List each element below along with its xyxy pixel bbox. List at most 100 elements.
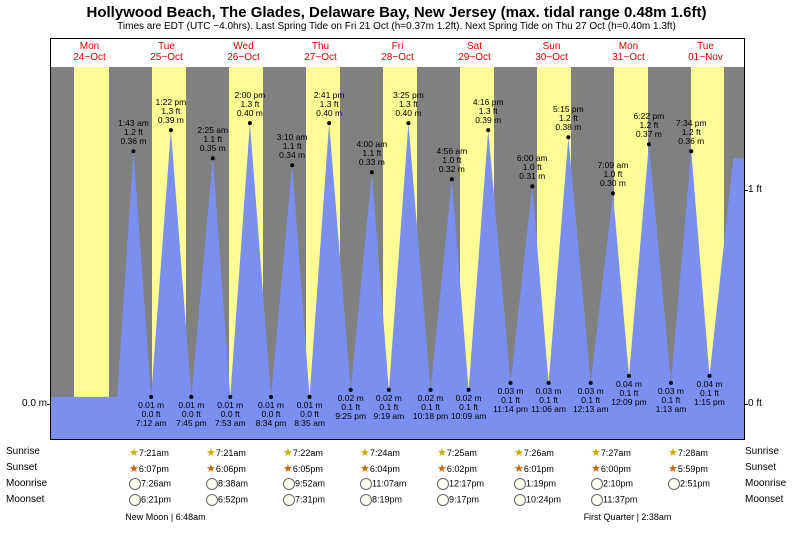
moonrise-label: 7:26am <box>141 478 171 488</box>
moonset-label: 9:17pm <box>449 494 479 504</box>
sunset-label: 6:06pm <box>216 464 246 474</box>
sunrise-label: 7:22am <box>293 448 323 458</box>
sunrise-time: ★7:24am <box>360 446 400 459</box>
low-tide-label: 0.01 m0.0 ft7:45 pm <box>171 401 211 428</box>
day-header: Fri28−Oct <box>359 41 436 63</box>
sunset-label: 6:01pm <box>524 464 554 474</box>
chart-title: Hollywood Beach, The Glades, Delaware Ba… <box>0 0 793 21</box>
moonset-time: 11:37pm <box>591 494 637 506</box>
row-label-right: Sunrise <box>745 446 793 457</box>
sunrise-time: ★7:21am <box>206 446 246 459</box>
y-axis-label-right: 1 ft <box>748 184 788 195</box>
high-tide-label: 5:15 pm1.2 ft0.38 m <box>548 105 588 132</box>
low-tide-label: 0.01 m0.0 ft7:53 am <box>210 401 250 428</box>
moonrise-time: 7:26am <box>129 478 171 490</box>
moonrise-time: 1:19pm <box>514 478 556 490</box>
sunrise-label: 7:24am <box>370 448 400 458</box>
moon-icon <box>129 494 141 506</box>
high-tide-label: 3:25 pm1.3 ft0.40 m <box>388 91 428 118</box>
sunset-icon: ★ <box>283 463 293 475</box>
sunset-icon: ★ <box>514 463 524 475</box>
low-tide-label: 0.03 m0.1 ft12:13 am <box>571 387 611 414</box>
moonrise-time: 12:17pm <box>437 478 484 490</box>
moon-icon <box>360 494 372 506</box>
high-tide-label: 4:56 am1.0 ft0.32 m <box>432 147 472 174</box>
row-label-right: Moonrise <box>745 478 793 489</box>
row-label-left: Sunrise <box>6 446 56 457</box>
low-tide-label: 0.02 m0.1 ft10:09 am <box>449 394 489 421</box>
chart-subtitle: Times are EDT (UTC −4.0hrs). Last Spring… <box>0 21 793 34</box>
low-tide-label: 0.01 m0.0 ft7:12 am <box>131 401 171 428</box>
sunset-label: 6:04pm <box>370 464 400 474</box>
high-tide-label: 2:25 am1.1 ft0.35 m <box>193 126 233 153</box>
moonset-label: 8:19pm <box>372 494 402 504</box>
low-tide-label: 0.01 m0.0 ft8:35 am <box>290 401 330 428</box>
moon-icon <box>206 494 218 506</box>
sunrise-icon: ★ <box>360 447 370 459</box>
moon-icon <box>206 478 218 490</box>
moonset-time: 8:19pm <box>360 494 402 506</box>
sunset-label: 6:02pm <box>447 464 477 474</box>
high-tide-label: 4:00 am1.1 ft0.33 m <box>352 140 392 167</box>
sunrise-time: ★7:21am <box>129 446 169 459</box>
low-tide-label: 0.02 m0.1 ft9:25 pm <box>331 394 371 421</box>
sunrise-icon: ★ <box>668 447 678 459</box>
sunset-time: ★6:00pm <box>591 462 631 475</box>
sunset-icon: ★ <box>591 463 601 475</box>
day-header: Wed26−Oct <box>205 41 282 63</box>
moonrise-label: 8:38am <box>218 478 248 488</box>
sun-moon-area: SunriseSunriseSunsetSunsetMoonriseMoonri… <box>0 440 793 539</box>
sunrise-label: 7:26am <box>524 448 554 458</box>
high-tide-label: 2:00 pm1.3 ft0.40 m <box>230 91 270 118</box>
moon-phase-label: New Moon | 6:48am <box>125 512 205 522</box>
moonset-label: 11:37pm <box>603 494 637 504</box>
sunset-time: ★6:06pm <box>206 462 246 475</box>
low-tide-label: 0.03 m0.1 ft11:14 pm <box>491 387 531 414</box>
sunrise-time: ★7:28am <box>668 446 708 459</box>
sunset-label: 6:00pm <box>601 464 631 474</box>
high-tide-label: 1:22 pm1.3 ft0.39 m <box>151 98 191 125</box>
sunset-label: 6:07pm <box>139 464 169 474</box>
y-axis-label-right: 0 ft <box>748 398 788 409</box>
day-header: Sun30−Oct <box>513 41 590 63</box>
row-label-right: Sunset <box>745 462 793 473</box>
y-axis-label-left: 0.0 m <box>7 398 47 409</box>
sunset-time: ★6:01pm <box>514 462 554 475</box>
moonrise-label: 2:51pm <box>680 478 710 488</box>
sunset-time: ★5:59pm <box>668 462 708 475</box>
sunrise-time: ★7:22am <box>283 446 323 459</box>
low-tide-label: 0.01 m0.0 ft8:34 pm <box>251 401 291 428</box>
sunset-icon: ★ <box>206 463 216 475</box>
day-header: Thu27−Oct <box>282 41 359 63</box>
moon-icon <box>514 478 526 490</box>
moonset-label: 10:24pm <box>526 494 561 504</box>
low-tide-label: 0.02 m0.1 ft9:19 am <box>369 394 409 421</box>
sunrise-icon: ★ <box>129 447 139 459</box>
sunset-time: ★6:07pm <box>129 462 169 475</box>
moon-icon <box>437 494 449 506</box>
moonrise-time: 2:10pm <box>591 478 633 490</box>
moon-icon <box>591 494 603 506</box>
sunrise-icon: ★ <box>591 447 601 459</box>
row-label-left: Moonset <box>6 494 56 505</box>
high-tide-label: 1:43 am1.2 ft0.36 m <box>113 119 153 146</box>
moonrise-label: 9:52am <box>295 478 325 488</box>
sunrise-label: 7:21am <box>139 448 169 458</box>
low-tide-label: 0.03 m0.1 ft1:13 am <box>651 387 691 414</box>
moonset-time: 7:31pm <box>283 494 325 506</box>
moonset-time: 6:52pm <box>206 494 248 506</box>
sunrise-icon: ★ <box>283 447 293 459</box>
moonset-label: 6:52pm <box>218 494 248 504</box>
row-label-left: Sunset <box>6 462 56 473</box>
high-tide-label: 3:10 am1.1 ft0.34 m <box>272 133 312 160</box>
high-tide-label: 6:00 am1.0 ft0.31 m <box>512 154 552 181</box>
moonrise-time: 11:07am <box>360 478 406 490</box>
moonrise-time: 9:52am <box>283 478 325 490</box>
moonset-label: 6:21pm <box>141 494 171 504</box>
sunrise-label: 7:28am <box>678 448 708 458</box>
moonset-label: 7:31pm <box>295 494 325 504</box>
moon-icon <box>129 478 141 490</box>
sunrise-label: 7:25am <box>447 448 477 458</box>
sunrise-time: ★7:26am <box>514 446 554 459</box>
high-tide-label: 2:41 pm1.3 ft0.40 m <box>309 91 349 118</box>
